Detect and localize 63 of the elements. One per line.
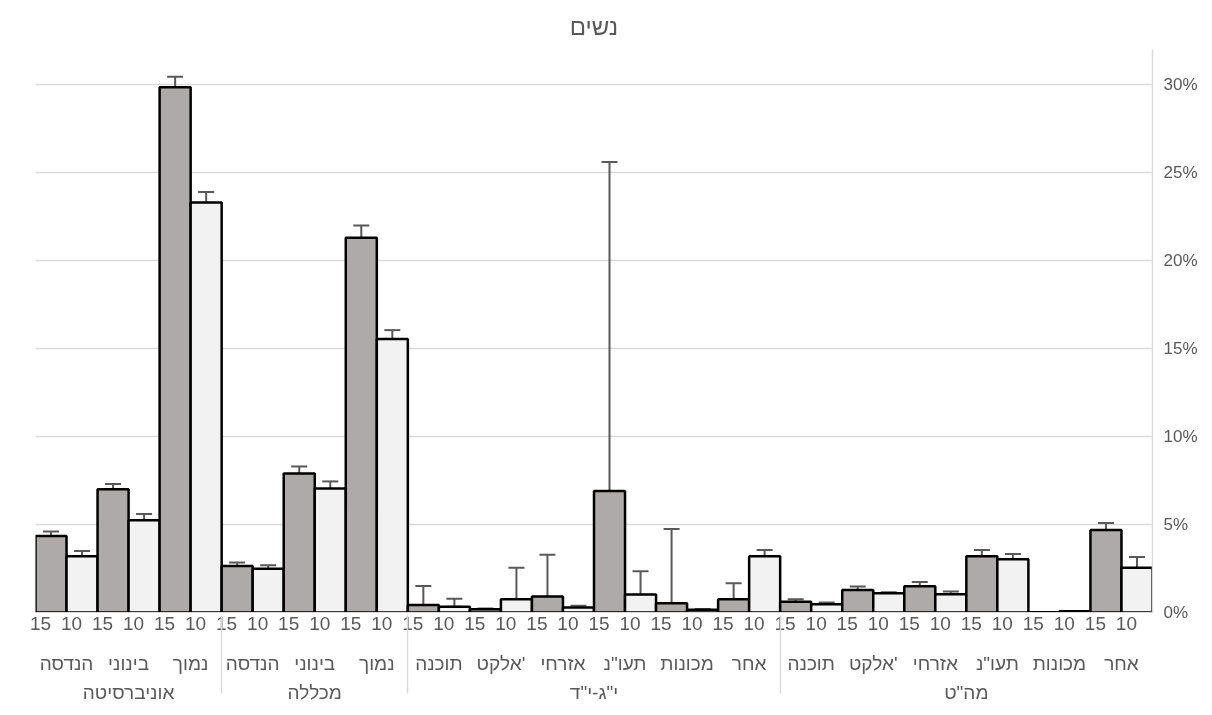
text: אלקט' xyxy=(848,652,898,674)
x-tick-label: 15 xyxy=(588,613,610,634)
text: בינוני xyxy=(108,652,150,674)
text: הנדסה xyxy=(39,652,94,674)
x-tick-label: 10 xyxy=(247,613,269,634)
x-tick-label: 10 xyxy=(681,613,703,634)
x-tick-label: 15 xyxy=(1084,613,1106,634)
text: אחר xyxy=(731,652,767,674)
x-tick-label: 10 xyxy=(60,613,83,634)
text: תוכנה xyxy=(415,652,463,674)
x-tick-label: 15 xyxy=(278,613,300,634)
x-tick-label: 15 xyxy=(526,613,548,634)
x-tick-label: 10 xyxy=(991,613,1013,634)
x-tick-label: 15 xyxy=(91,613,114,634)
y-tick-label: 15% xyxy=(1163,339,1198,359)
x-tick-label: 15 xyxy=(29,613,52,634)
y-tick-label: 30% xyxy=(1163,75,1198,95)
x-tick-label: 15 xyxy=(650,613,672,634)
y-tick-label: 10% xyxy=(1163,427,1198,447)
y-tick-label: 0% xyxy=(1163,603,1189,622)
x-tick-label: 15 xyxy=(836,613,858,634)
text: בינוני xyxy=(294,652,336,674)
text: י"ג-י"ד xyxy=(569,681,619,703)
chart-title: נשים xyxy=(569,12,619,40)
text: אחר xyxy=(1104,652,1139,674)
x-tick-label: 15 xyxy=(153,613,176,634)
x-tick-label: 10 xyxy=(867,613,889,634)
text: אזרחי xyxy=(912,652,958,674)
x-tick-label: 10 xyxy=(743,613,765,634)
x-tick-label: 10 xyxy=(1053,613,1075,634)
x-tick-label: 10 xyxy=(619,613,641,634)
text: תוכנה xyxy=(787,652,835,674)
y-tick-label: 5% xyxy=(1163,515,1189,535)
x-tick-label: 10 xyxy=(122,613,145,634)
text: הנדסה xyxy=(225,652,280,674)
x-tick-label: 10 xyxy=(185,613,207,634)
text: מכונות xyxy=(660,652,714,674)
x-tick-label: 15 xyxy=(960,613,982,634)
x-tick-label: 15 xyxy=(340,613,362,634)
text: מה"ט xyxy=(944,681,989,703)
x-tick-label: 10 xyxy=(495,613,517,634)
y-tick-label: 20% xyxy=(1163,251,1198,271)
x-tick-label: 10 xyxy=(805,613,827,634)
text: תעו"נ xyxy=(975,652,1019,674)
x-tick-label: 15 xyxy=(898,613,920,634)
text: נמוך xyxy=(172,652,209,674)
x-tick-label: 10 xyxy=(1115,613,1137,634)
x-tick-label: 10 xyxy=(557,613,579,634)
y-tick-label: 25% xyxy=(1163,163,1198,183)
x-tick-label: 10 xyxy=(929,613,951,634)
x-tick-label: 15 xyxy=(1022,613,1044,634)
x-tick-label: 15 xyxy=(464,613,486,634)
text: אלקט' xyxy=(476,652,526,674)
x-tick-label: 10 xyxy=(433,613,455,634)
text: מכללה xyxy=(287,681,342,703)
x-tick-label: 10 xyxy=(371,613,393,634)
text: אוניברסיטה xyxy=(82,681,175,703)
text: תעו"נ xyxy=(603,652,647,674)
x-tick-label: 15 xyxy=(712,613,734,634)
x-tick-label: 10 xyxy=(309,613,331,634)
text: אזרחי xyxy=(540,652,586,674)
text: מכונות xyxy=(1032,652,1087,674)
text: נמוך xyxy=(359,652,395,674)
